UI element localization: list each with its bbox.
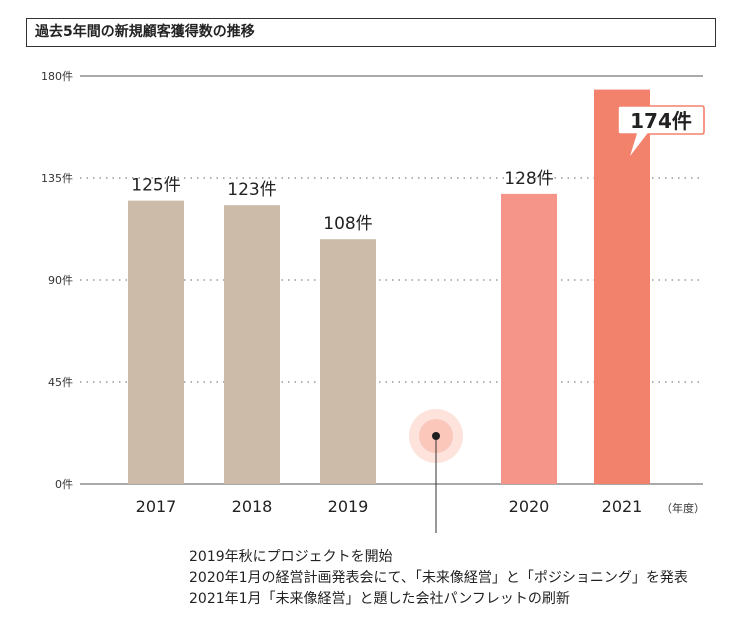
bar (224, 205, 280, 484)
x-tick-label: 2021 (602, 497, 643, 516)
chart-title: 過去5年間の新規顧客獲得数の推移 (26, 18, 716, 47)
x-tick-label: 2020 (509, 497, 550, 516)
y-tick-label: 45件 (48, 376, 73, 389)
x-tick-label: 2018 (232, 497, 273, 516)
data-label: 123件 (227, 180, 276, 200)
data-label: 108件 (323, 214, 372, 234)
note-line: 2021年1月「未来像経営」と題した会社パンフレットの刷新 (189, 591, 570, 607)
y-tick-label: 90件 (48, 274, 73, 287)
marker-dot (432, 432, 440, 440)
bar (501, 193, 557, 484)
bar (320, 239, 376, 484)
bar-chart: 0件 45件 90件 135件 180件 125件 2017 123件 2018 108件 2019… (41, 70, 705, 533)
x-unit-label: （年度） (661, 501, 705, 515)
y-tick-label: 0件 (55, 478, 73, 491)
data-label: 125件 (131, 176, 180, 196)
note-line: 2019年秋にプロジェクトを開始 (189, 549, 393, 565)
highlight-label: 174件 (630, 109, 692, 133)
annotation-notes: 2019年秋にプロジェクトを開始 2020年1月の経営計画発表会にて、「未来像経… (189, 547, 688, 610)
y-tick-label: 135件 (41, 172, 73, 185)
bar (594, 89, 650, 484)
x-tick-label: 2019 (328, 497, 369, 516)
x-tick-label: 2017 (136, 497, 177, 516)
data-label: 128件 (504, 169, 553, 189)
y-tick-label: 180件 (41, 70, 73, 83)
bar (128, 200, 184, 484)
note-line: 2020年1月の経営計画発表会にて、「未来像経営」と「ポジショニング」を発表 (189, 570, 688, 586)
highlight-callout (617, 105, 705, 161)
